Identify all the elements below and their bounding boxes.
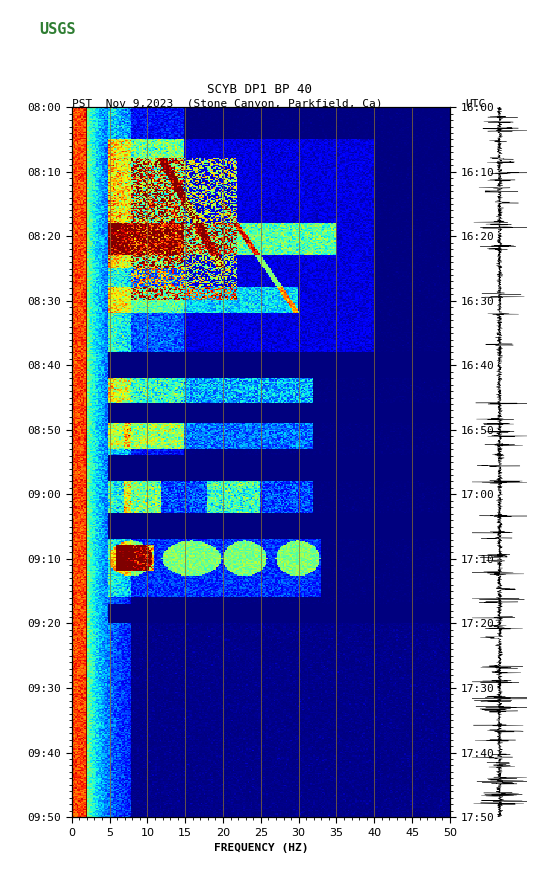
Text: UTC: UTC <box>465 99 486 109</box>
X-axis label: FREQUENCY (HZ): FREQUENCY (HZ) <box>214 843 308 853</box>
Text: SCYB DP1 BP 40: SCYB DP1 BP 40 <box>207 82 312 96</box>
Text: USGS: USGS <box>40 22 76 38</box>
Text: PST  Nov 9,2023  (Stone Canyon, Parkfield, Ca): PST Nov 9,2023 (Stone Canyon, Parkfield,… <box>72 99 382 109</box>
